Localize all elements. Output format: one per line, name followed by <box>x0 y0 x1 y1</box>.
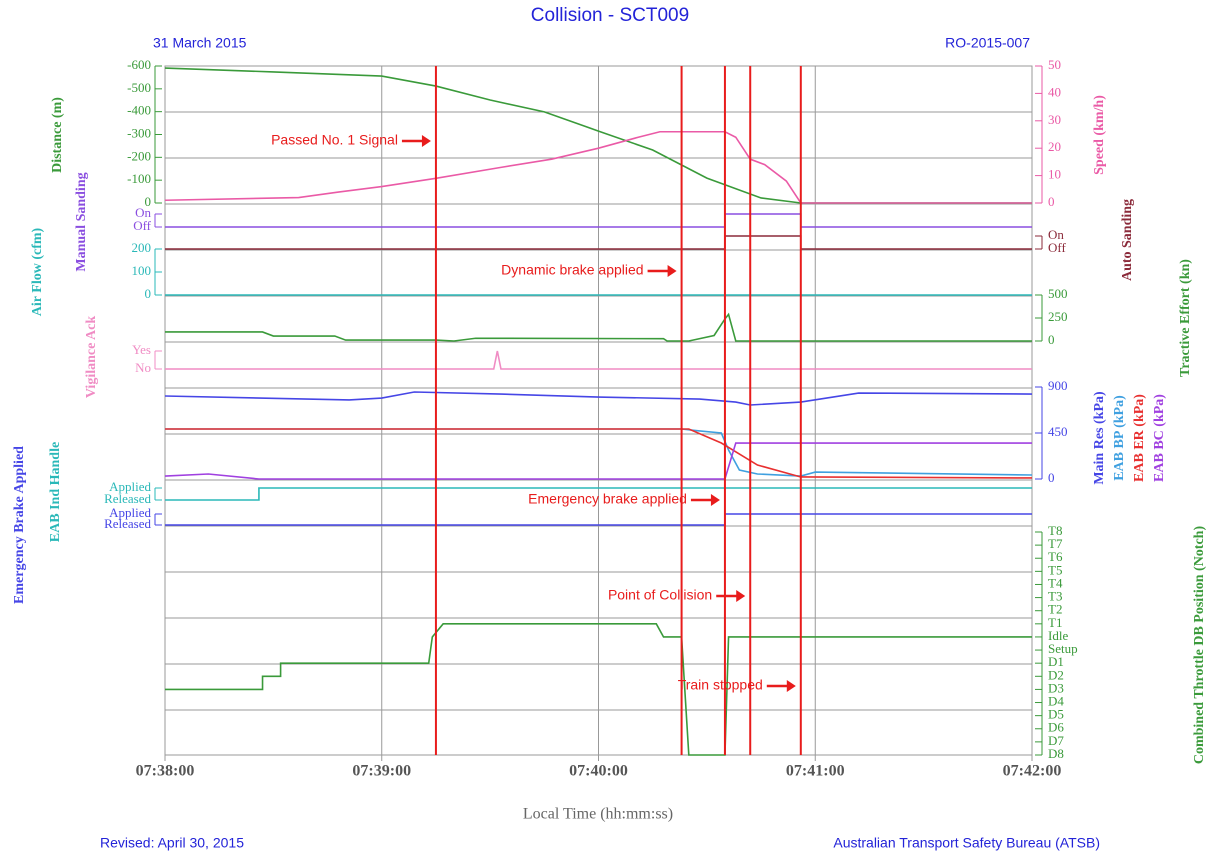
series-line <box>164 130 1032 204</box>
y-tick-label: Released <box>104 491 151 506</box>
y-tick-label: T6 <box>1048 549 1063 564</box>
x-tick-label: 07:39:00 <box>352 763 411 780</box>
report-id: RO-2015-007 <box>945 35 1030 51</box>
y-tick-label: -100 <box>127 171 151 186</box>
date: 31 March 2015 <box>153 35 247 51</box>
x-tick-label: 07:40:00 <box>569 763 628 780</box>
series-label: EAB BC (kPa) <box>1152 394 1167 482</box>
event-arrowhead <box>736 590 746 602</box>
y-tick-label: 100 <box>132 263 152 278</box>
event-label: Dynamic brake applied <box>501 262 643 278</box>
y-tick-label: Off <box>133 218 151 233</box>
y-tick-label: On <box>1048 227 1064 242</box>
y-tick-label: -600 <box>127 57 151 72</box>
y-tick-label: D3 <box>1048 680 1064 695</box>
y-tick-label: Applied <box>109 479 151 494</box>
y-tick-label: D7 <box>1048 733 1064 748</box>
y-tick-label: 0 <box>145 286 152 301</box>
event-label: Point of Collision <box>608 587 712 603</box>
grid <box>164 66 1033 755</box>
x-tick-label: 07:41:00 <box>786 763 845 780</box>
axis-label: Combined Throttle DB Position (Notch) <box>1192 526 1207 765</box>
series-line <box>165 350 1032 370</box>
y-tick-label: D4 <box>1048 694 1064 709</box>
event-arrowhead <box>421 135 431 147</box>
y-tick-label: On <box>135 205 151 220</box>
y-tick-label: -400 <box>127 103 151 118</box>
y-tick-label: T5 <box>1048 562 1062 577</box>
axis-label: EAB Ind Handle <box>48 442 63 542</box>
y-tick-label: 0 <box>1048 194 1055 209</box>
series-label: EAB BP (kPa) <box>1112 395 1127 481</box>
series-line <box>164 442 1032 480</box>
y-tick-label: D1 <box>1048 654 1064 669</box>
x-tick-label: 07:42:00 <box>1003 763 1062 780</box>
y-tick-label: Applied <box>109 505 151 520</box>
footer-left: Revised: April 30, 2015 <box>100 835 244 851</box>
y-tick-label: 900 <box>1048 378 1068 393</box>
y-tick-label: -500 <box>127 80 151 95</box>
y-tick-label: 20 <box>1048 139 1061 154</box>
axis-label: Manual Sanding <box>74 172 89 271</box>
y-tick-label: 0 <box>1048 332 1055 347</box>
y-tick-label: 50 <box>1048 57 1061 72</box>
event-label: Train stopped <box>678 677 763 693</box>
series-line <box>165 213 1032 228</box>
y-tick-label: 0 <box>1048 470 1055 485</box>
x-axis-label: Local Time (hh:mm:ss) <box>523 806 673 823</box>
y-tick-label: Idle <box>1048 628 1068 643</box>
event-arrowhead <box>710 494 720 506</box>
series-line <box>165 487 1032 501</box>
axis-label: Tractive Effort (kn) <box>1178 259 1193 377</box>
axis-label: Auto Sanding <box>1120 199 1135 281</box>
axis-label: Distance (m) <box>50 97 65 173</box>
footer-right: Australian Transport Safety Bureau (ATSB… <box>833 835 1100 851</box>
y-tick-label: 200 <box>132 240 152 255</box>
y-tick-label: 450 <box>1048 424 1068 439</box>
y-tick-label: T1 <box>1048 615 1062 630</box>
y-tick-label: T2 <box>1048 602 1062 617</box>
y-tick-label: Released <box>104 516 151 531</box>
series-label: EAB ER (kPa) <box>1132 394 1147 482</box>
y-tick-label: 40 <box>1048 84 1061 99</box>
y-tick-label: D2 <box>1048 667 1064 682</box>
axis-label: Air Flow (cfm) <box>30 227 45 316</box>
y-tick-label: T7 <box>1048 536 1063 551</box>
event-arrowhead <box>667 265 677 277</box>
x-tick-label: 07:38:00 <box>136 763 195 780</box>
y-tick-label: D5 <box>1048 707 1064 722</box>
y-tick-label: Off <box>1048 240 1066 255</box>
y-tick-label: -300 <box>127 125 151 140</box>
y-tick-label: D8 <box>1048 746 1064 761</box>
y-tick-label: D6 <box>1048 720 1064 735</box>
y-tick-label: 0 <box>145 194 152 209</box>
series-line <box>165 312 1032 342</box>
y-tick-label: T8 <box>1048 523 1062 538</box>
y-tick-label: 30 <box>1048 112 1061 127</box>
y-tick-label: Setup <box>1048 641 1078 656</box>
series-label: Main Res (kPa) <box>1092 391 1107 485</box>
axis-label: Vigilance Ack <box>84 316 99 399</box>
series-line <box>165 235 1032 250</box>
y-tick-label: T4 <box>1048 575 1063 590</box>
y-tick-label: -200 <box>127 148 151 163</box>
chart-title: Collision - SCT009 <box>531 5 689 26</box>
y-tick-label: 500 <box>1048 286 1068 301</box>
y-tick-label: Yes <box>132 342 151 357</box>
axis-label: Emergency Brake Applied <box>12 446 27 604</box>
series-line <box>164 67 1032 204</box>
series-line <box>164 391 1033 406</box>
y-tick-label: T3 <box>1048 589 1062 604</box>
y-tick-label: 10 <box>1048 167 1061 182</box>
event-arrowhead <box>786 680 796 692</box>
series-line <box>165 428 1033 479</box>
axis-label: Speed (km/h) <box>1092 95 1107 175</box>
event-label: Passed No. 1 Signal <box>271 132 398 148</box>
event-label: Emergency brake applied <box>528 491 687 507</box>
series-line <box>165 623 1032 756</box>
y-tick-label: No <box>135 360 151 375</box>
y-tick-label: 250 <box>1048 309 1068 324</box>
